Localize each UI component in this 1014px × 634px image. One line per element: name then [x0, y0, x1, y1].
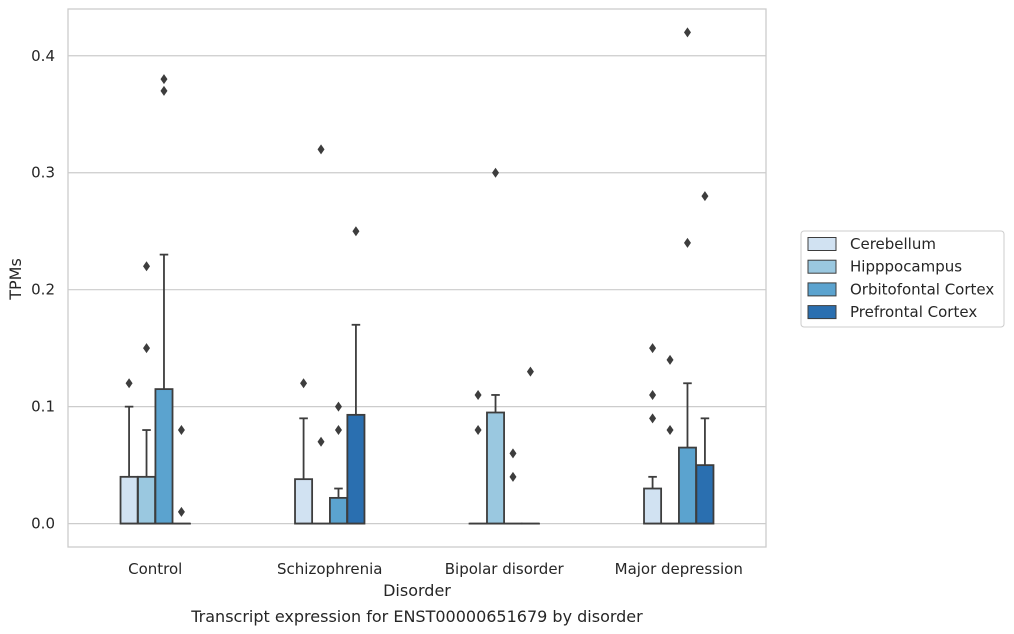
outlier-point [474, 389, 482, 400]
box [329, 496, 348, 525]
outlier-point [177, 506, 185, 517]
y-tick-label: 0.4 [31, 47, 55, 65]
outlier-point [666, 354, 674, 365]
outlier-point [666, 425, 674, 436]
box [154, 388, 174, 525]
x-tick-label: Control [128, 560, 182, 578]
box-marks [119, 27, 715, 525]
legend-frame [800, 230, 1005, 328]
box-group [154, 74, 174, 525]
box-group [468, 389, 488, 525]
box [695, 464, 715, 525]
outlier-point [649, 343, 657, 354]
outlier-point [683, 27, 691, 38]
outlier-point [143, 261, 151, 272]
box-group [643, 343, 663, 525]
box-group [503, 448, 523, 525]
outlier-point [649, 413, 657, 424]
box-group [520, 366, 540, 525]
outlier-point [352, 226, 360, 237]
outlier-point [317, 436, 325, 447]
legend: Cerebellum Hipppocampus Orbitofontal Corte… [800, 230, 1005, 328]
x-tick-label: Bipolar disorder [445, 560, 565, 578]
plot-area [68, 9, 766, 547]
x-tick-labels: Control Schizophrenia Bipolar disorder Majo… [128, 560, 743, 578]
outlier-point [160, 74, 168, 85]
y-axis-title: TPMs [6, 258, 25, 301]
box-group [486, 167, 505, 525]
box-group [311, 144, 331, 525]
box-group [119, 378, 139, 525]
outlier-point [509, 471, 517, 482]
box [294, 478, 314, 525]
figure-caption: Transcript expression for ENST0000065167… [190, 607, 643, 626]
x-tick-label: Major depression [615, 560, 743, 578]
plot-frame [67, 8, 767, 548]
outlier-point [492, 167, 500, 178]
outlier-point [649, 389, 657, 400]
outlier-point [526, 366, 534, 377]
y-tick-label: 0.0 [31, 515, 55, 533]
outlier-point [683, 237, 691, 248]
box [643, 487, 663, 525]
outlier-point [143, 343, 151, 354]
outlier-point [317, 144, 325, 155]
outlier-point [474, 425, 482, 436]
x-axis-title: Disorder [383, 581, 451, 600]
box-group [346, 226, 366, 525]
outlier-point [160, 85, 168, 96]
legend-label: Hipppocampus [850, 258, 962, 276]
box [346, 413, 366, 525]
y-tick-labels: 0.0 0.1 0.2 0.3 0.4 [31, 47, 55, 533]
outlier-point [300, 378, 308, 389]
outlier-point [125, 378, 133, 389]
legend-swatch [807, 259, 837, 274]
x-tick-label: Schizophrenia [277, 560, 382, 578]
box-group [678, 27, 697, 525]
box [486, 411, 505, 525]
box-group [660, 354, 680, 525]
legend-swatch [807, 237, 837, 251]
legend-label: Prefrontal Cortex [850, 303, 977, 321]
y-tick-label: 0.2 [31, 281, 55, 299]
box-group [294, 378, 314, 525]
box-group [695, 191, 715, 525]
y-tick-label: 0.3 [31, 164, 55, 182]
box [137, 475, 156, 525]
legend-label: Cerebellum [850, 235, 936, 253]
outlier-point [334, 401, 342, 412]
box [119, 475, 139, 525]
box [678, 446, 697, 525]
outlier-point [334, 425, 342, 436]
legend-swatch [807, 305, 837, 320]
y-tick-label: 0.1 [31, 398, 55, 416]
box-group [171, 425, 191, 525]
outlier-point [701, 191, 709, 202]
legend-label: Orbitofontal Cortex [850, 280, 994, 298]
legend-swatch [807, 282, 837, 297]
outlier-point [509, 448, 517, 459]
box-group [137, 261, 156, 525]
outlier-point [177, 425, 185, 436]
